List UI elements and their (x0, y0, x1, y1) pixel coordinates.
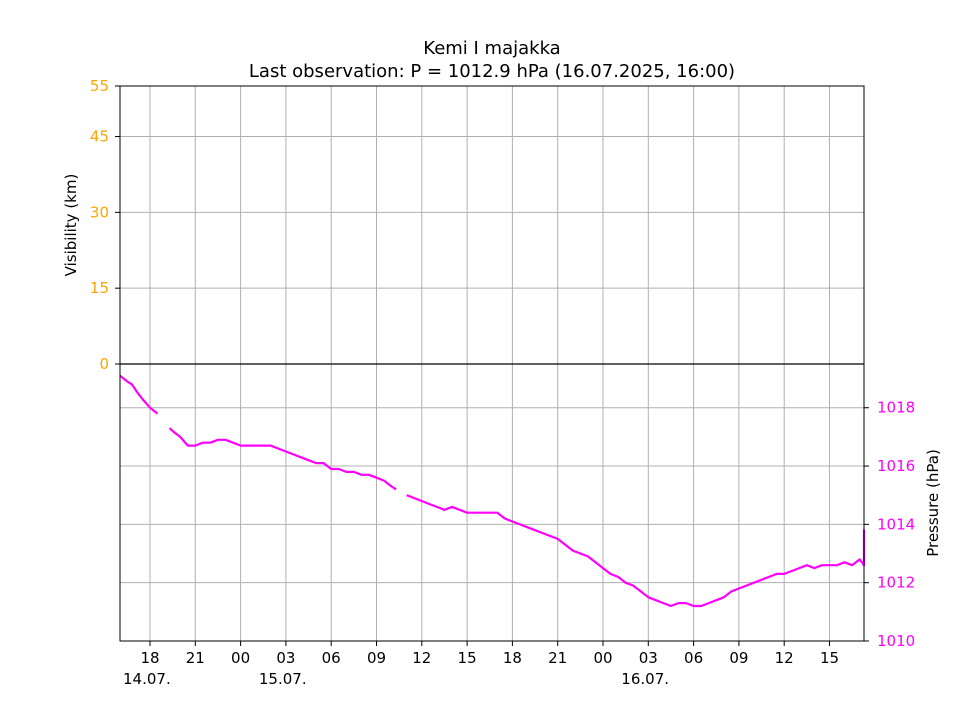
chart-subtitle: Last observation: P = 1012.9 hPa (16.07.… (249, 61, 735, 82)
pressure-axis-label: Pressure (hPa) (924, 449, 942, 557)
pressure-tick-label: 1012 (877, 574, 915, 592)
x-tick-label: 18 (503, 649, 522, 667)
x-tick-label: 03 (639, 649, 658, 667)
x-tick-label: 21 (186, 649, 205, 667)
visibility-tick-label: 15 (90, 279, 109, 297)
pressure-tick-label: 1014 (877, 515, 915, 533)
date-label: 15.07. (259, 670, 307, 688)
visibility-tick-label: 55 (90, 77, 109, 95)
pressure-tick-label: 1018 (877, 399, 915, 417)
x-tick-label: 18 (140, 649, 159, 667)
visibility-tick-label: 0 (99, 355, 109, 373)
pressure-tick-label: 1016 (877, 457, 915, 475)
pressure-series (119, 374, 866, 608)
x-tick-label: 03 (276, 649, 295, 667)
x-tick-label: 09 (729, 649, 748, 667)
x-tick-label: 00 (593, 649, 612, 667)
pressure-line-segment (406, 494, 866, 608)
visibility-tick-label: 45 (90, 128, 109, 146)
date-label: 16.07. (621, 670, 669, 688)
x-tick-label: 15 (820, 649, 839, 667)
x-tick-label: 21 (548, 649, 567, 667)
date-label: 14.07. (123, 670, 171, 688)
pressure-tick-label: 1010 (877, 632, 915, 650)
x-tick-label: 06 (322, 649, 341, 667)
x-tick-label: 06 (684, 649, 703, 667)
axes: 18 21 00 03 06 09 12 15 18 21 00 03 06 09 12 15 14.07. 15… (90, 77, 915, 688)
x-tick-label: 12 (412, 649, 431, 667)
visibility-axis-label: Visibility (km) (62, 174, 80, 277)
pressure-line-segment (168, 427, 397, 491)
pressure-line-segment (119, 374, 159, 415)
x-tick-label: 12 (775, 649, 794, 667)
x-tick-label: 00 (231, 649, 250, 667)
visibility-tick-label: 30 (90, 203, 109, 221)
chart-title: Kemi I majakka (423, 38, 560, 59)
x-tick-label: 15 (458, 649, 477, 667)
x-tick-label: 09 (367, 649, 386, 667)
